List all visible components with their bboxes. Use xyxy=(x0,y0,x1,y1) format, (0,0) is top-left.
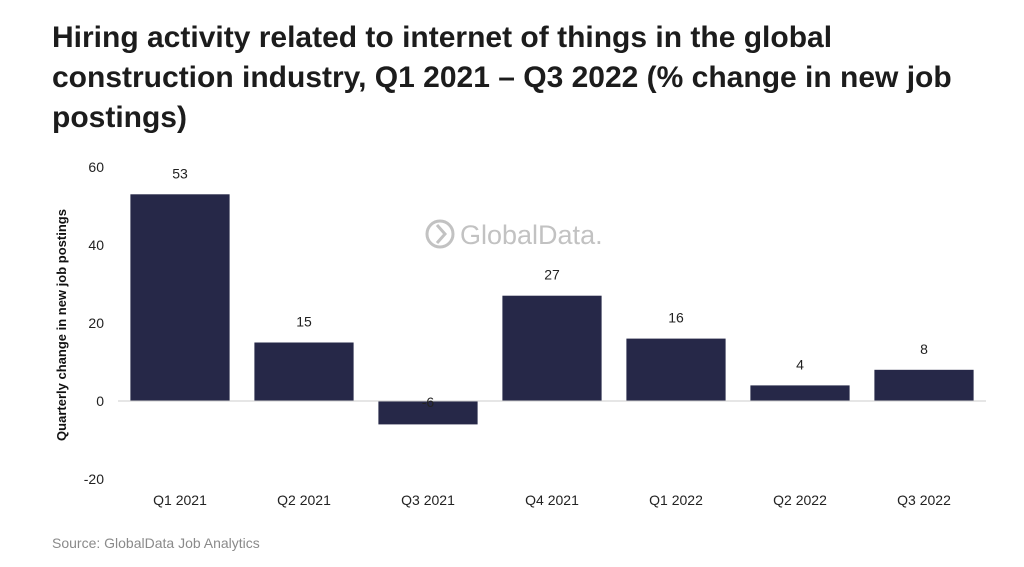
bar xyxy=(750,385,850,401)
x-tick-label: Q2 2022 xyxy=(773,492,827,508)
data-label: 4 xyxy=(796,356,804,372)
data-label: 8 xyxy=(920,341,928,357)
data-label: -6 xyxy=(422,394,435,410)
data-label: 15 xyxy=(296,314,312,330)
x-tick-label: Q2 2021 xyxy=(277,492,331,508)
y-tick-label: 40 xyxy=(88,237,104,253)
y-tick-label: 0 xyxy=(96,393,104,409)
bar xyxy=(874,369,974,401)
x-axis-ticks: Q1 2021 Q2 2021 Q3 2021 Q4 2021 Q1 2022 Q2 20… xyxy=(153,492,951,508)
x-tick-label: Q3 2022 xyxy=(897,492,951,508)
data-label: 16 xyxy=(668,310,684,326)
data-label: 53 xyxy=(172,165,188,181)
globaldata-logo-icon xyxy=(425,219,455,249)
bars xyxy=(130,194,974,425)
chart-title: Hiring activity related to internet of t… xyxy=(52,21,952,134)
x-tick-label: Q1 2022 xyxy=(649,492,703,508)
x-tick-label: Q1 2021 xyxy=(153,492,207,508)
bar xyxy=(502,295,602,401)
bar xyxy=(130,194,230,401)
source-note: Source: GlobalData Job Analytics xyxy=(52,535,260,551)
y-axis-label: Quarterly change in new job postings xyxy=(54,209,69,441)
x-tick-label: Q3 2021 xyxy=(401,492,455,508)
data-labels: 53 15 -6 27 16 4 8 xyxy=(172,165,928,410)
y-tick-label: 20 xyxy=(88,315,104,331)
y-axis-ticks: 60 40 20 0 -20 xyxy=(84,159,104,487)
globaldata-watermark: GlobalData. xyxy=(425,219,603,250)
x-tick-label: Q4 2021 xyxy=(525,492,579,508)
bar xyxy=(254,342,354,401)
y-tick-label: -20 xyxy=(84,471,104,487)
bar xyxy=(378,401,478,425)
data-label: 27 xyxy=(544,267,560,283)
bar xyxy=(626,338,726,401)
y-tick-label: 60 xyxy=(88,159,104,175)
watermark-text: GlobalData. xyxy=(460,220,603,250)
